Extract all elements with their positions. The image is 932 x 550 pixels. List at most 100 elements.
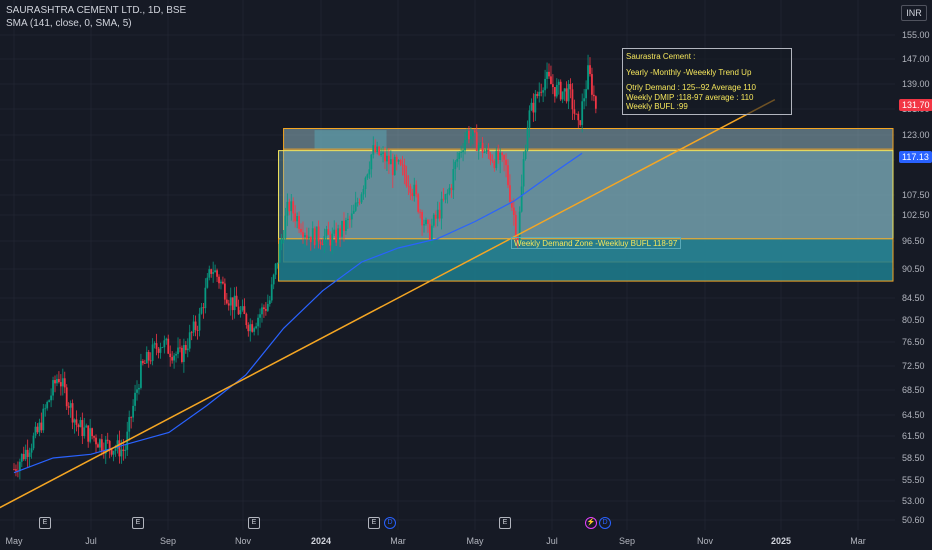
candle[interactable] (343, 220, 345, 231)
candle[interactable] (192, 321, 195, 333)
candle[interactable] (473, 130, 476, 133)
candle[interactable] (118, 440, 121, 457)
candle[interactable] (58, 378, 60, 383)
candle[interactable] (454, 161, 457, 170)
candle[interactable] (59, 382, 62, 387)
candle[interactable] (231, 297, 234, 311)
candle[interactable] (296, 216, 299, 222)
candle[interactable] (536, 94, 539, 97)
candle[interactable] (266, 304, 269, 311)
candle[interactable] (130, 417, 133, 418)
candle[interactable] (212, 272, 215, 274)
candle[interactable] (132, 405, 135, 418)
candle[interactable] (294, 213, 297, 222)
candle[interactable] (315, 226, 318, 246)
candle[interactable] (67, 406, 70, 408)
candle[interactable] (128, 417, 131, 432)
candle[interactable] (175, 354, 177, 356)
candle[interactable] (348, 218, 351, 220)
candle[interactable] (116, 440, 119, 449)
candle[interactable] (188, 332, 191, 349)
candle[interactable] (257, 317, 259, 327)
candle[interactable] (350, 213, 353, 220)
candle[interactable] (579, 120, 582, 125)
candle[interactable] (93, 436, 95, 438)
candle[interactable] (428, 223, 431, 240)
candle[interactable] (261, 307, 263, 315)
earnings-event-icon[interactable]: E (248, 517, 260, 529)
candle[interactable] (477, 145, 480, 151)
candle[interactable] (61, 378, 64, 387)
candle[interactable] (278, 243, 281, 263)
candle[interactable] (157, 348, 160, 353)
candle[interactable] (77, 424, 80, 428)
candle[interactable] (69, 403, 72, 408)
candle[interactable] (507, 165, 509, 186)
earnings-event-icon[interactable]: E (368, 517, 380, 529)
candle[interactable] (384, 152, 386, 162)
candle[interactable] (575, 113, 578, 115)
candle[interactable] (196, 330, 199, 331)
candle[interactable] (573, 109, 576, 114)
earnings-event-icon[interactable]: E (132, 517, 144, 529)
candle[interactable] (18, 461, 21, 472)
candle[interactable] (91, 428, 94, 437)
candle[interactable] (327, 229, 330, 235)
candle[interactable] (218, 276, 220, 284)
candle[interactable] (413, 184, 416, 197)
indicator-legend[interactable]: SMA (141, close, 0, SMA, 5) (6, 18, 132, 29)
candle[interactable] (387, 155, 390, 165)
candle[interactable] (456, 158, 459, 162)
candle[interactable] (95, 437, 97, 445)
candle[interactable] (220, 281, 222, 284)
candle[interactable] (323, 236, 326, 245)
candle[interactable] (167, 338, 170, 354)
candle[interactable] (202, 307, 205, 309)
price-chart[interactable] (0, 0, 895, 530)
candle[interactable] (194, 321, 197, 331)
candle[interactable] (227, 303, 230, 306)
candle[interactable] (493, 161, 496, 169)
candle[interactable] (288, 201, 291, 212)
candle[interactable] (483, 151, 486, 153)
candle[interactable] (374, 145, 377, 153)
candle[interactable] (42, 408, 45, 431)
candle[interactable] (181, 347, 183, 362)
candle[interactable] (290, 201, 293, 212)
candle[interactable] (71, 403, 74, 423)
candle[interactable] (427, 219, 429, 224)
candle[interactable] (48, 400, 51, 402)
candle[interactable] (495, 151, 498, 169)
candle[interactable] (475, 132, 478, 151)
candle[interactable] (411, 192, 414, 197)
candle[interactable] (329, 234, 332, 246)
candle[interactable] (553, 87, 556, 97)
candle[interactable] (485, 149, 488, 152)
candle[interactable] (589, 65, 591, 75)
candle[interactable] (28, 452, 31, 457)
candle[interactable] (358, 202, 361, 204)
candle[interactable] (46, 401, 49, 409)
candle[interactable] (136, 389, 138, 393)
candle[interactable] (114, 448, 117, 451)
candle[interactable] (274, 263, 277, 275)
candle[interactable] (587, 65, 589, 90)
candle[interactable] (239, 310, 242, 315)
candle[interactable] (489, 154, 492, 161)
candle[interactable] (15, 469, 17, 471)
candle[interactable] (499, 152, 502, 161)
candle[interactable] (214, 270, 217, 273)
candle[interactable] (481, 142, 484, 153)
candle[interactable] (423, 224, 425, 226)
candle[interactable] (425, 219, 427, 225)
candle[interactable] (140, 360, 142, 388)
candle[interactable] (311, 228, 314, 243)
weekly-bufl-zone[interactable] (278, 238, 894, 282)
candle[interactable] (352, 210, 355, 214)
candle[interactable] (284, 215, 287, 239)
candle[interactable] (540, 91, 543, 93)
candle[interactable] (370, 154, 373, 170)
candle[interactable] (544, 78, 546, 91)
candle[interactable] (432, 214, 435, 226)
candle[interactable] (440, 198, 443, 219)
